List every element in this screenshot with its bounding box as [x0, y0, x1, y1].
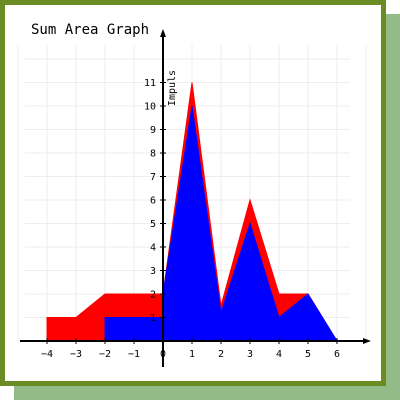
y-tick-label: 5: [150, 219, 156, 230]
x-tick-label: 5: [305, 349, 311, 360]
x-tick-label: −1: [128, 349, 140, 360]
y-tick-label: 2: [150, 290, 156, 301]
y-tick-label: 1: [150, 313, 156, 324]
x-tick-label: 0: [160, 349, 166, 360]
y-axis-label: Impuls: [167, 70, 178, 106]
y-tick-label: 6: [150, 196, 156, 207]
x-tick-label: −3: [70, 349, 82, 360]
x-axis-arrow: [363, 338, 371, 344]
y-axis-arrow: [160, 29, 166, 37]
chart-plot: −4 −3 −2 −1 0 1 2 3 4 5 6 1 2 3 4 5 6 7 8 9 10 11 Impuls: [5, 5, 381, 381]
y-tick-label: 10: [144, 102, 156, 113]
x-tick-label: −4: [41, 349, 53, 360]
y-tick-label: 3: [150, 266, 156, 277]
y-tick-label: 4: [150, 243, 156, 254]
y-tick-label: 8: [150, 149, 156, 160]
x-tick-label: −2: [99, 349, 111, 360]
x-tick-label: 6: [334, 349, 340, 360]
x-tick-label: 1: [189, 349, 195, 360]
x-tick-label: 4: [276, 349, 282, 360]
x-tick-label: 3: [247, 349, 253, 360]
x-tick-label: 2: [218, 349, 224, 360]
y-tick-label: 9: [150, 125, 156, 136]
chart-frame: Sum Area Graph −4 −3 −2 −1 0 1 2 3 4 5 6 1 2 3 4 5 6 7 8 9 1…: [0, 0, 386, 386]
y-tick-label: 11: [144, 78, 156, 89]
y-tick-label: 7: [150, 172, 156, 183]
